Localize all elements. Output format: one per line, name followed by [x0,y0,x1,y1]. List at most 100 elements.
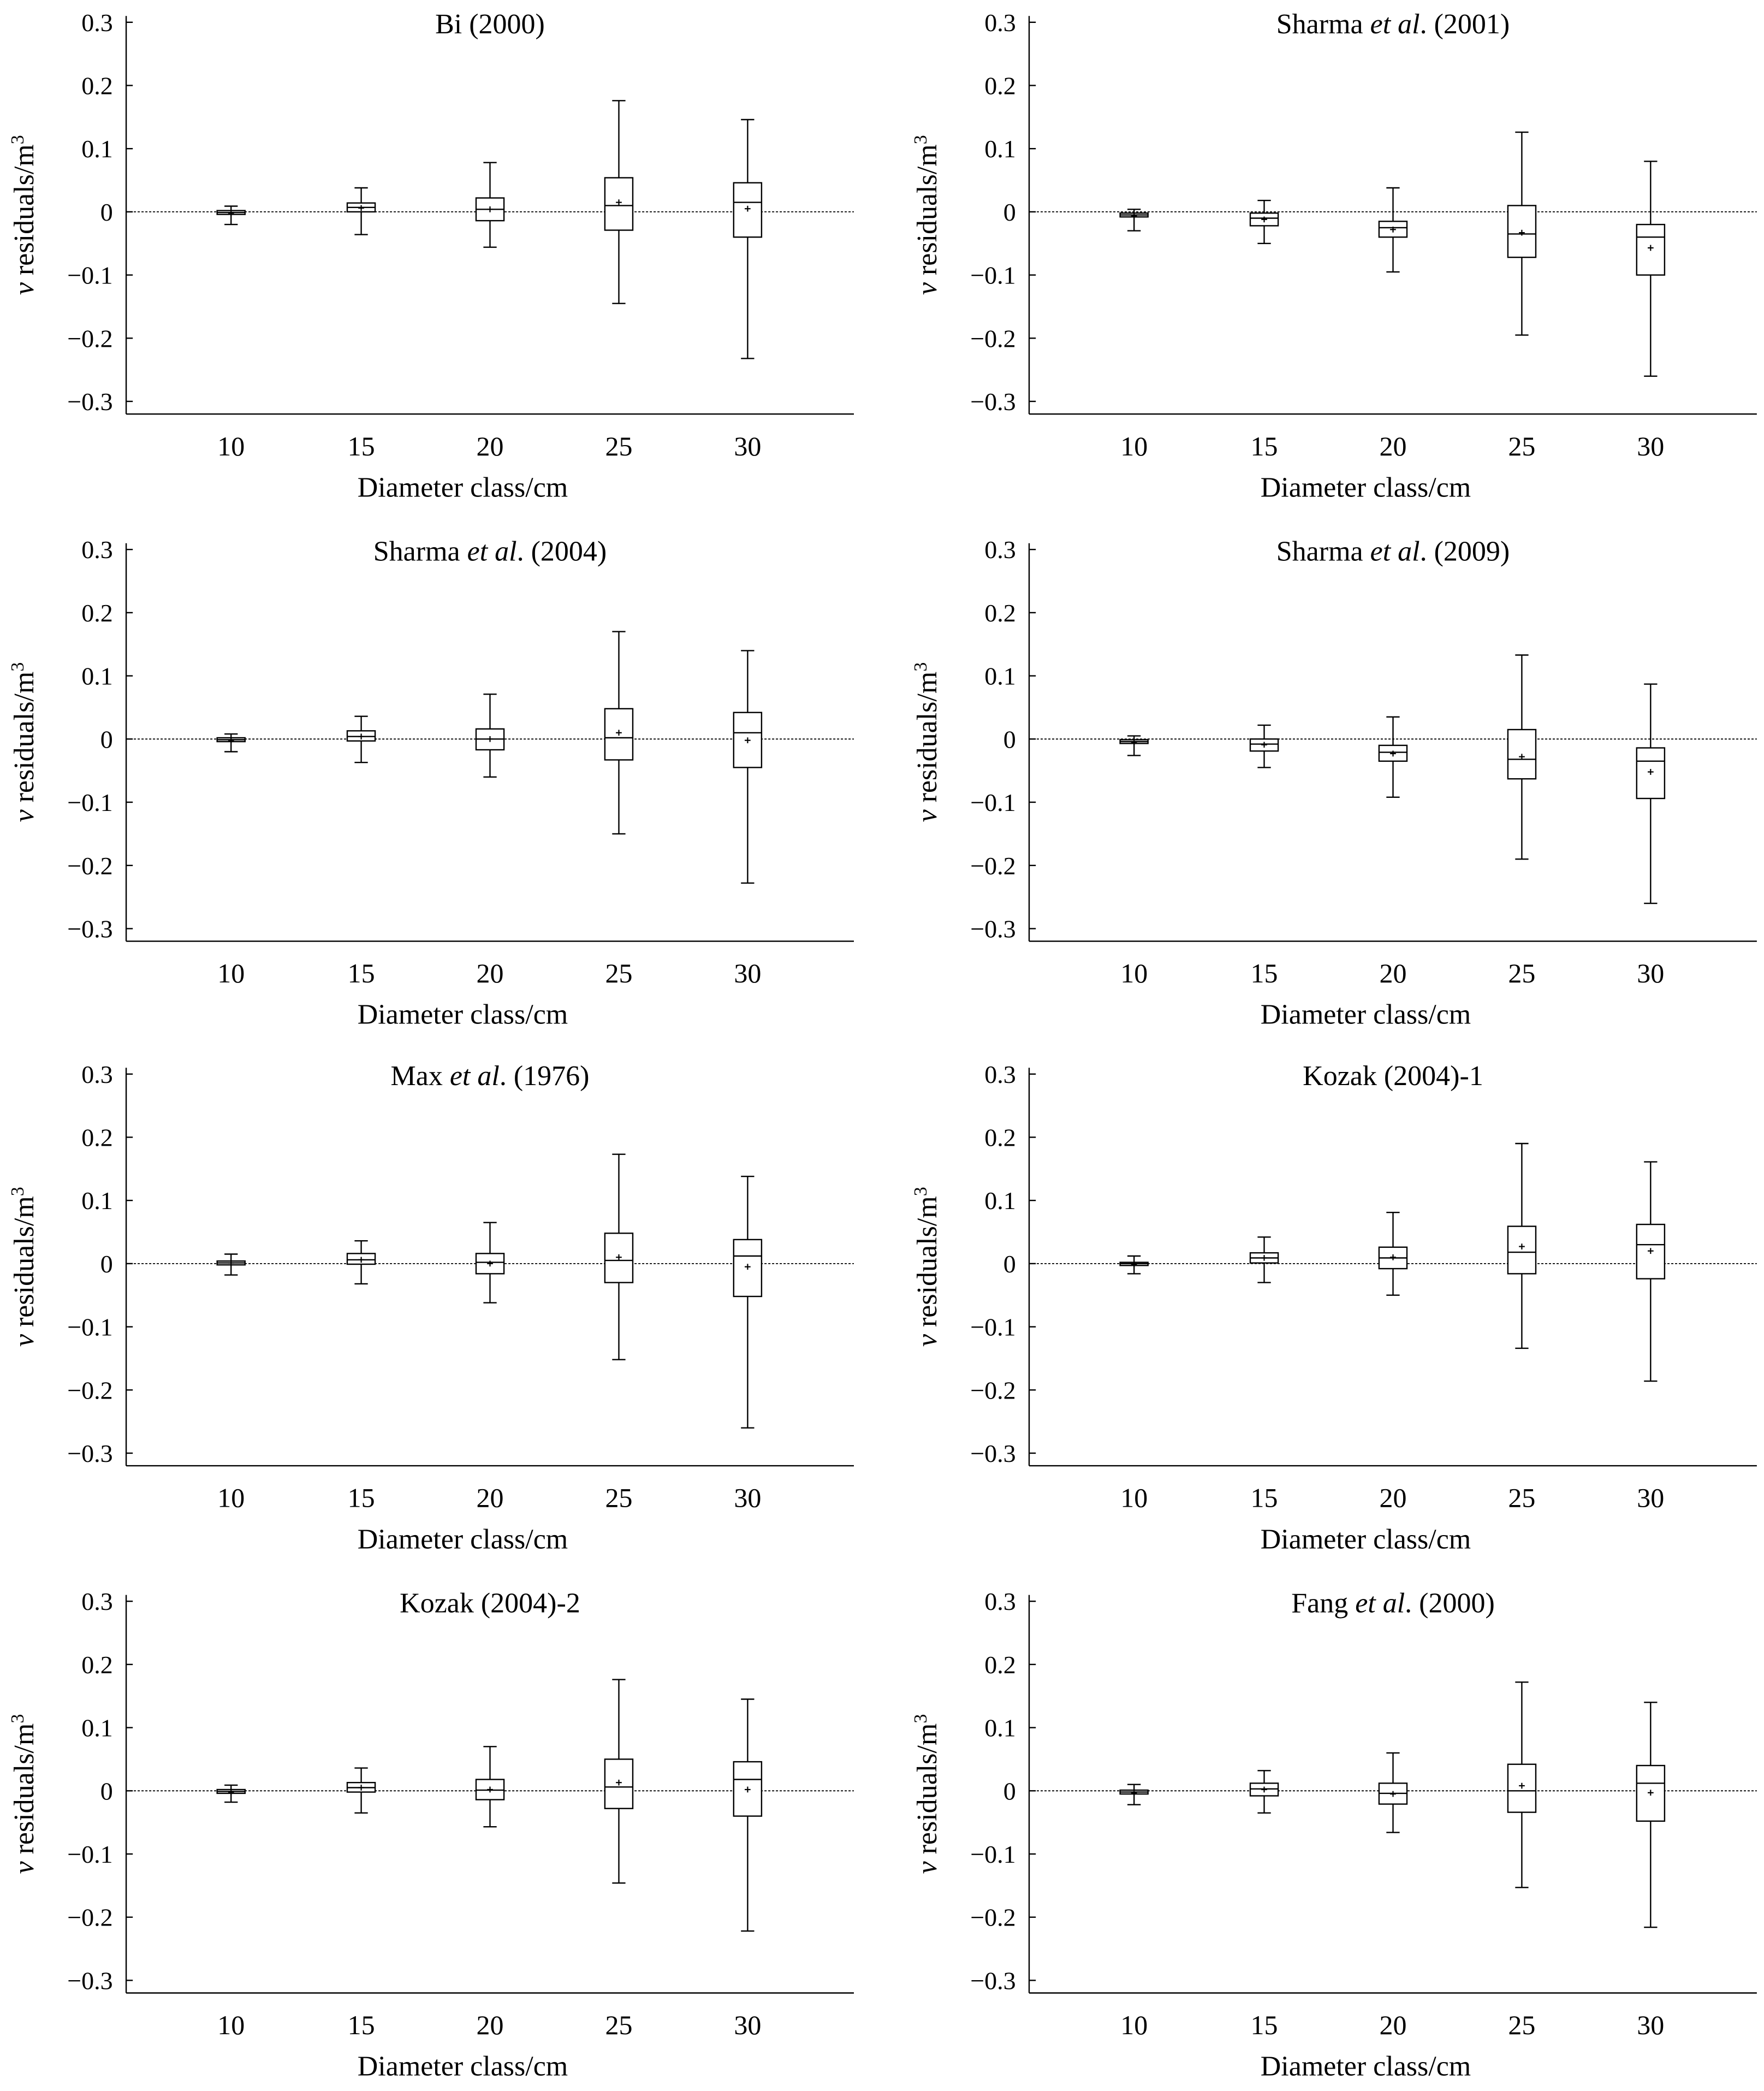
x-tick-label: 25 [605,431,633,461]
box-20 [475,1222,505,1304]
x-tick-label: 15 [1251,958,1278,988]
x-axis-title: Diameter class/cm [1261,1524,1471,1555]
y-axis-title: v residuals/m3 [8,662,40,822]
y-tick-label: 0.3 [81,9,113,37]
box-25 [604,100,634,304]
x-axis-title: Diameter class/cm [358,472,568,503]
x-axis-title: Diameter class/cm [358,999,568,1030]
y-tick-label: 0.1 [81,662,113,690]
y-tick-label: −0.1 [67,262,112,289]
panel-5: 0.3 0.2 0.1 0 −0.1 −0.2 −0.3 10 15 20 25 30 Diameter… [8,1061,854,1555]
x-tick-label: 20 [477,958,504,988]
y-axis-title: v residuals/m3 [8,135,40,295]
y-tick-label: 0.3 [984,1587,1016,1615]
y-tick-label: 0.2 [81,599,113,627]
x-tick-label: 15 [1251,2010,1278,2040]
x-tick-label: 25 [605,1483,633,1513]
y-tick-label: 0.3 [81,1061,113,1088]
y-tick-label: 0.1 [81,1714,113,1742]
x-tick-label: 20 [1380,958,1407,988]
y-tick-label: −0.2 [970,852,1015,880]
y-tick-label: 0.2 [81,1651,113,1679]
box-15 [346,715,376,763]
y-axis-title: v residuals/m3 [911,1714,943,1874]
x-tick-label: 10 [1120,2010,1148,2040]
y-tick-label: 0.1 [984,1714,1016,1742]
box-15 [1249,724,1279,768]
box-30 [733,1698,763,1932]
x-tick-label: 30 [1637,431,1664,461]
y-tick-label: 0.3 [81,1587,113,1615]
iqr-box [1507,1225,1537,1275]
x-tick-label: 30 [1637,958,1664,988]
y-tick-label: 0.2 [984,72,1016,100]
x-axis-title: Diameter class/cm [1261,999,1471,1030]
y-tick-label: 0.3 [984,536,1016,564]
y-tick-label: 0.2 [81,72,113,100]
x-tick-label: 25 [605,2010,633,2040]
x-tick-label: 20 [477,1483,504,1513]
y-tick-label: 0 [1003,1777,1016,1805]
panel-title: Kozak (2004)-1 [1303,1061,1483,1092]
x-tick-label: 20 [477,431,504,461]
box-15 [346,187,376,235]
box-20 [1378,1752,1408,1833]
y-axis-title: v residuals/m3 [911,135,943,295]
y-tick-label: −0.2 [67,1904,112,1932]
x-tick-label: 15 [348,2010,375,2040]
y-axis-title: v residuals/m3 [911,1187,943,1347]
box-15 [346,1767,376,1814]
y-tick-label: −0.2 [67,1376,112,1404]
box-25 [604,1679,634,1884]
panel-title: Sharma et al. (2009) [1276,536,1510,567]
box-15 [1249,1770,1279,1814]
y-tick-label: −0.2 [970,1376,1015,1404]
y-tick-label: 0.1 [984,135,1016,163]
x-tick-label: 10 [1120,431,1148,461]
x-tick-label: 30 [734,958,761,988]
panel-title: Sharma et al. (2001) [1276,9,1510,40]
y-tick-label: −0.3 [970,1966,1015,1994]
box-30 [1636,1161,1666,1382]
box-10 [216,1253,246,1276]
panel-title: Bi (2000) [435,9,545,40]
y-tick-label: −0.2 [67,324,112,352]
y-tick-label: −0.1 [970,1313,1015,1341]
x-tick-label: 25 [1508,2010,1535,2040]
panel-1: 0.3 0.2 0.1 0 −0.1 −0.2 −0.3 10 15 20 25 30 Diameter… [8,9,854,503]
y-tick-label: 0 [1003,725,1016,753]
box-20 [1378,716,1408,798]
y-tick-label: −0.3 [970,915,1015,943]
box-10 [1119,1255,1149,1275]
panel-8: 0.3 0.2 0.1 0 −0.1 −0.2 −0.3 10 15 20 25 30 Diameter… [911,1587,1757,2082]
y-tick-label: −0.3 [67,388,112,416]
box-15 [346,1240,376,1285]
x-axis-title: Diameter class/cm [358,2051,568,2082]
y-tick-label: 0.2 [984,1124,1016,1152]
x-tick-label: 10 [217,958,245,988]
box-30 [1636,161,1666,377]
y-tick-label: −0.3 [970,388,1015,416]
box-20 [475,1746,505,1828]
box-25 [1507,1142,1537,1349]
panel-3: 0.3 0.2 0.1 0 −0.1 −0.2 −0.3 10 15 20 25 30 Diameter… [8,536,854,1030]
y-tick-label: 0 [100,1777,113,1805]
y-axis-title: v residuals/m3 [911,662,943,822]
x-tick-label: 15 [1251,431,1278,461]
x-tick-label: 20 [477,2010,504,2040]
y-tick-label: 0.1 [984,662,1016,690]
y-tick-label: 0.2 [81,1124,113,1152]
box-30 [733,650,763,884]
x-tick-label: 25 [1508,431,1535,461]
panel-7: 0.3 0.2 0.1 0 −0.1 −0.2 −0.3 10 15 20 25 30 Diameter… [8,1587,854,2082]
box-20 [1378,1211,1408,1296]
box-10 [216,1784,246,1803]
panel-title: Kozak (2004)-2 [400,1587,580,1619]
box-25 [604,1153,634,1360]
x-tick-label: 15 [348,958,375,988]
x-tick-label: 15 [1251,1483,1278,1513]
x-tick-label: 25 [605,958,633,988]
y-tick-label: 0.3 [81,536,113,564]
box-20 [1378,187,1408,273]
x-tick-label: 30 [734,1483,761,1513]
